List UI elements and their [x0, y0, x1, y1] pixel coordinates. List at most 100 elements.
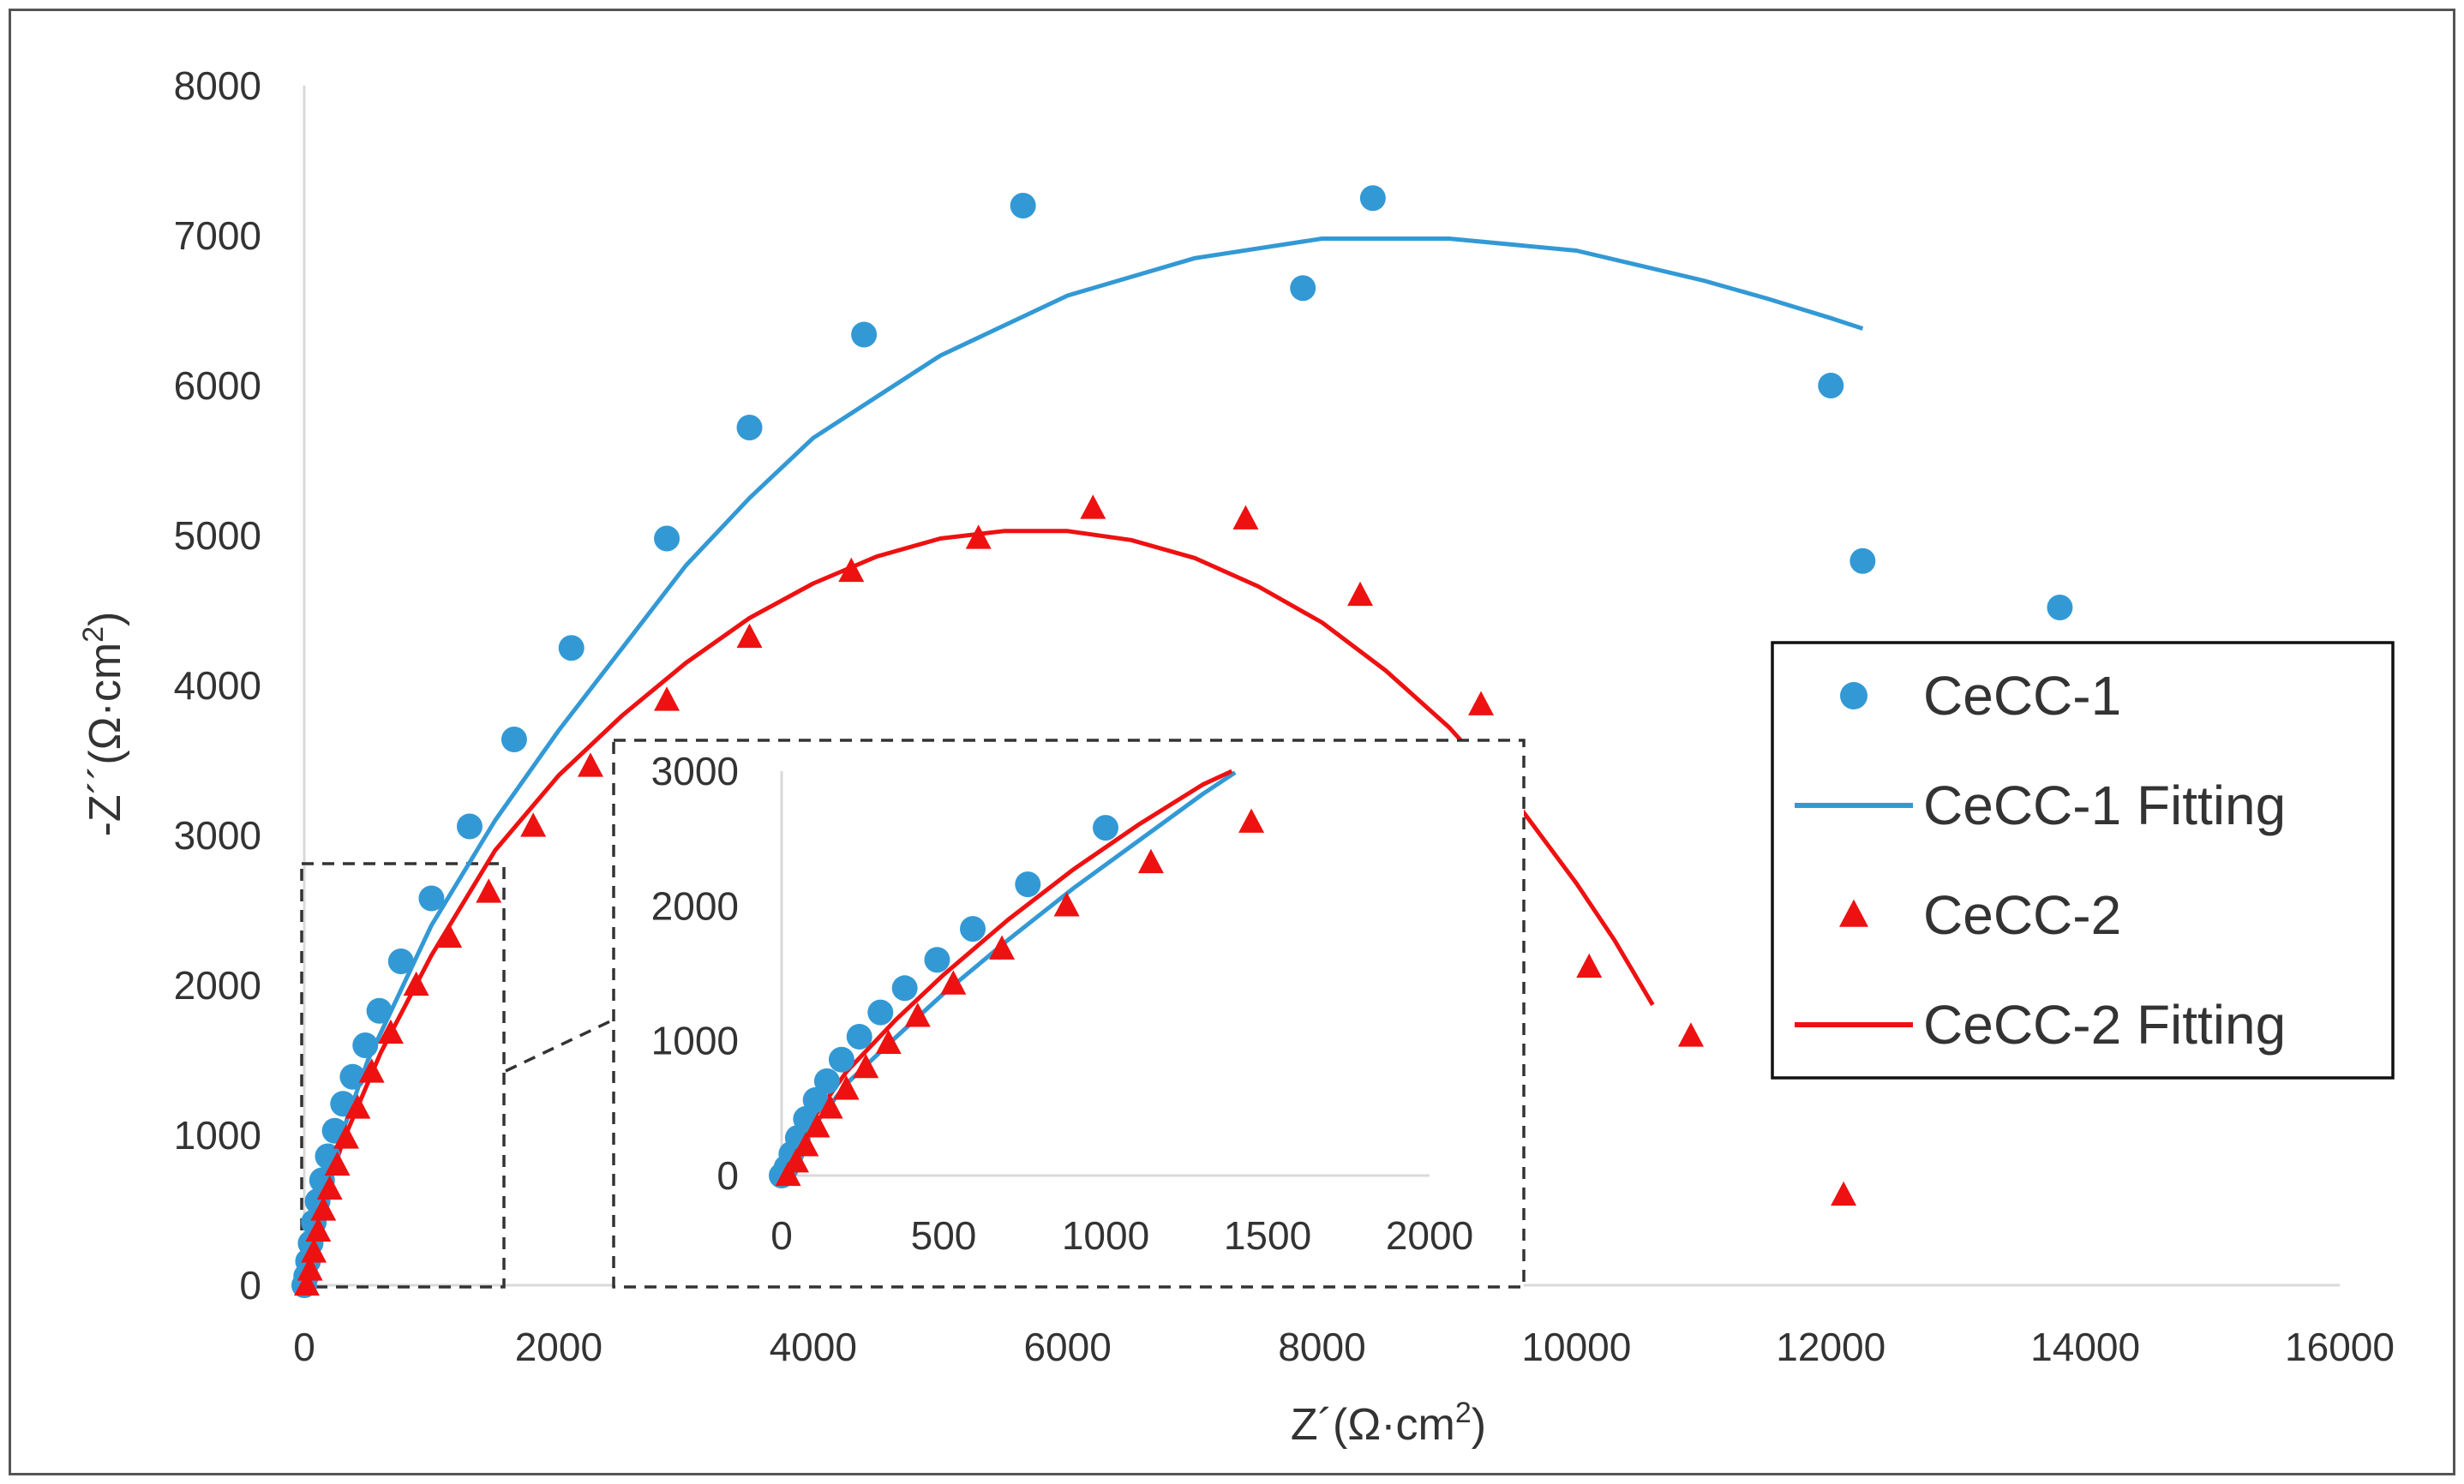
cecc-2-point — [293, 1271, 320, 1296]
main-fit-lines — [302, 236, 1864, 1286]
cecc-2-point — [736, 623, 763, 649]
cecc-2-point — [833, 1075, 860, 1100]
cecc-1-point — [802, 1086, 829, 1113]
x-tick-label: 8000 — [1278, 1325, 1365, 1369]
legend-label-cecc-1: CeCC-1 — [1923, 665, 2121, 727]
cecc-2-point — [301, 1238, 327, 1263]
cecc-2-point — [783, 1148, 810, 1173]
cecc-1-point — [960, 916, 986, 942]
cecc-2-point — [324, 1151, 351, 1176]
cecc-2-point — [1576, 953, 1603, 978]
cecc-1-point — [1093, 815, 1118, 841]
inset-tick-labels: 0 500 1000 1500 2000 0 1000 2000 3000 — [651, 749, 1474, 1258]
cecc-1-point — [456, 813, 483, 840]
cecc-1-point — [1359, 185, 1386, 212]
cecc-1-point — [867, 999, 894, 1026]
cecc-2-point — [853, 1053, 879, 1079]
cecc-2-point — [333, 1124, 359, 1149]
legend-label-cecc-2-fitting: CeCC-2 Fitting — [1923, 994, 2286, 1056]
inset-border — [612, 739, 1526, 1289]
cecc-1-point — [1015, 871, 1041, 898]
cecc-1-point — [1290, 275, 1316, 302]
cecc-1-point — [846, 1023, 872, 1050]
legend-label-cecc-1-fitting: CeCC-1 Fitting — [1923, 775, 2286, 836]
cecc-2-point — [316, 1175, 343, 1200]
inset-x-tick-label: 2000 — [1386, 1213, 1473, 1258]
inset-background — [614, 740, 1524, 1287]
cecc-2-point — [965, 524, 992, 549]
cecc-1-point — [1818, 373, 1844, 398]
cecc-1-point — [924, 947, 950, 973]
x-tick-label: 10000 — [1521, 1325, 1631, 1369]
cecc-1-point — [339, 1063, 366, 1090]
inset-x-tick-label: 0 — [770, 1213, 793, 1258]
x-axis-title: Z´(Ω·cm2) — [1291, 1397, 1486, 1450]
cecc-2-point — [1347, 581, 1374, 607]
cecc-1-point — [418, 885, 445, 912]
cecc-1-point — [1010, 193, 1036, 218]
cecc-1-point — [736, 415, 763, 440]
cecc-2-point — [345, 1094, 371, 1119]
cecc-2-point — [940, 970, 967, 995]
legend-swatch-cecc-2 — [1839, 899, 1868, 927]
inset-y-tick-label: 1000 — [651, 1019, 739, 1063]
legend: CeCC-1 CeCC-1 Fitting CeCC-2 CeCC-2 Fitting — [1771, 641, 2395, 1080]
cecc-2-point — [436, 923, 463, 948]
cecc-1-point — [828, 1046, 854, 1073]
cecc-2-point — [904, 1002, 931, 1027]
legend-box — [1771, 641, 2395, 1080]
cecc-1-point — [558, 635, 585, 661]
inset-x-tick-label: 500 — [911, 1213, 977, 1258]
cecc-2-point — [654, 686, 680, 711]
inset-plot: 0 500 1000 1500 2000 0 1000 2000 3000 — [612, 739, 1526, 1289]
zoom-connector-line — [505, 1020, 611, 1073]
x-tick-label: 16000 — [2285, 1325, 2395, 1369]
cecc-2-point — [305, 1217, 332, 1242]
cecc-2-fitting-line — [302, 529, 1655, 1286]
y-tick-label: 3000 — [174, 813, 261, 858]
inset-x-tick-label: 1500 — [1224, 1213, 1311, 1258]
cecc-2-point — [817, 1094, 843, 1119]
x-tick-label: 14000 — [2030, 1325, 2140, 1369]
cecc-2-point — [1831, 1181, 1857, 1206]
zoom-indicator — [300, 862, 611, 1289]
cecc-2-point — [403, 971, 429, 996]
cecc-2-point — [804, 1113, 830, 1138]
x-tick-label: 0 — [293, 1325, 315, 1369]
cecc-1-point — [1849, 548, 1876, 574]
inset-axes — [780, 771, 1430, 1177]
y-tick-label: 6000 — [174, 363, 261, 408]
x-tick-label: 12000 — [1776, 1325, 1885, 1369]
cecc-2-point — [1053, 892, 1080, 917]
legend-label-cecc-2: CeCC-2 — [1923, 884, 2121, 946]
x-tick-label: 6000 — [1023, 1325, 1111, 1369]
chart-frame — [9, 9, 2455, 1475]
y-tick-label: 5000 — [174, 513, 261, 558]
cecc-2-point — [1468, 691, 1495, 715]
x-tick-label: 2000 — [515, 1325, 603, 1369]
cecc-2-point — [310, 1196, 337, 1221]
cecc-1-point — [366, 997, 393, 1024]
cecc-1-point — [387, 948, 414, 974]
cecc-2-point — [577, 752, 603, 777]
cecc-2-point — [1080, 494, 1106, 519]
cecc-2-point — [358, 1058, 385, 1083]
zoom-region-box — [300, 862, 506, 1289]
inset-y-tick-label: 0 — [716, 1153, 739, 1198]
cecc-2-point — [989, 935, 1016, 960]
y-tick-label: 8000 — [174, 63, 261, 108]
cecc-1-point — [891, 975, 918, 1002]
inset-y-tick-label: 3000 — [651, 749, 739, 793]
x-tick-label: 4000 — [770, 1325, 857, 1369]
cecc-2-point — [1232, 505, 1259, 530]
cecc-2-point — [297, 1256, 323, 1281]
cecc-2-point — [793, 1132, 819, 1157]
cecc-1-point — [654, 525, 680, 552]
y-tick-label: 4000 — [174, 663, 261, 708]
cecc-2-point — [775, 1161, 801, 1187]
cecc-2-point — [1677, 1022, 1704, 1047]
main-data-points — [291, 185, 2073, 1298]
y-tick-label: 0 — [239, 1263, 261, 1307]
cecc-2-point — [520, 812, 547, 837]
cecc-2-point — [875, 1029, 902, 1054]
